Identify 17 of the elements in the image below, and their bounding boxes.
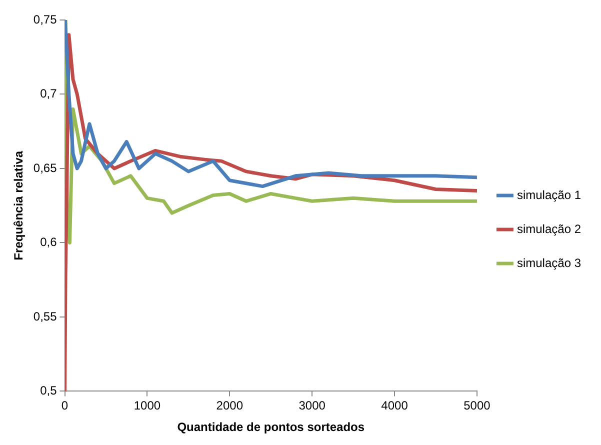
y-axis-title: Frequência relativa xyxy=(12,150,26,260)
y-tick-label: 0,65 xyxy=(33,160,58,175)
y-tick-label: 0,75 xyxy=(33,12,58,26)
x-tick-label: 0 xyxy=(61,398,68,413)
y-tick-label: 0,5 xyxy=(40,384,58,398)
legend-label: simulação 2 xyxy=(516,222,582,236)
x-axis-title: Quantidade de pontos sorteados xyxy=(177,420,365,434)
x-tick-label: 5000 xyxy=(464,398,491,413)
y-tick-label: 0,55 xyxy=(33,309,58,324)
legend-label: simulação 1 xyxy=(516,188,582,202)
x-tick-label: 4000 xyxy=(381,398,408,413)
y-tick-label: 0,7 xyxy=(40,86,58,101)
y-tick-label: 0,6 xyxy=(40,235,58,250)
x-tick-label: 2000 xyxy=(216,398,244,413)
legend-label: simulação 3 xyxy=(516,256,582,270)
x-tick-label: 3000 xyxy=(298,398,326,413)
x-tick-label: 1000 xyxy=(134,398,161,413)
